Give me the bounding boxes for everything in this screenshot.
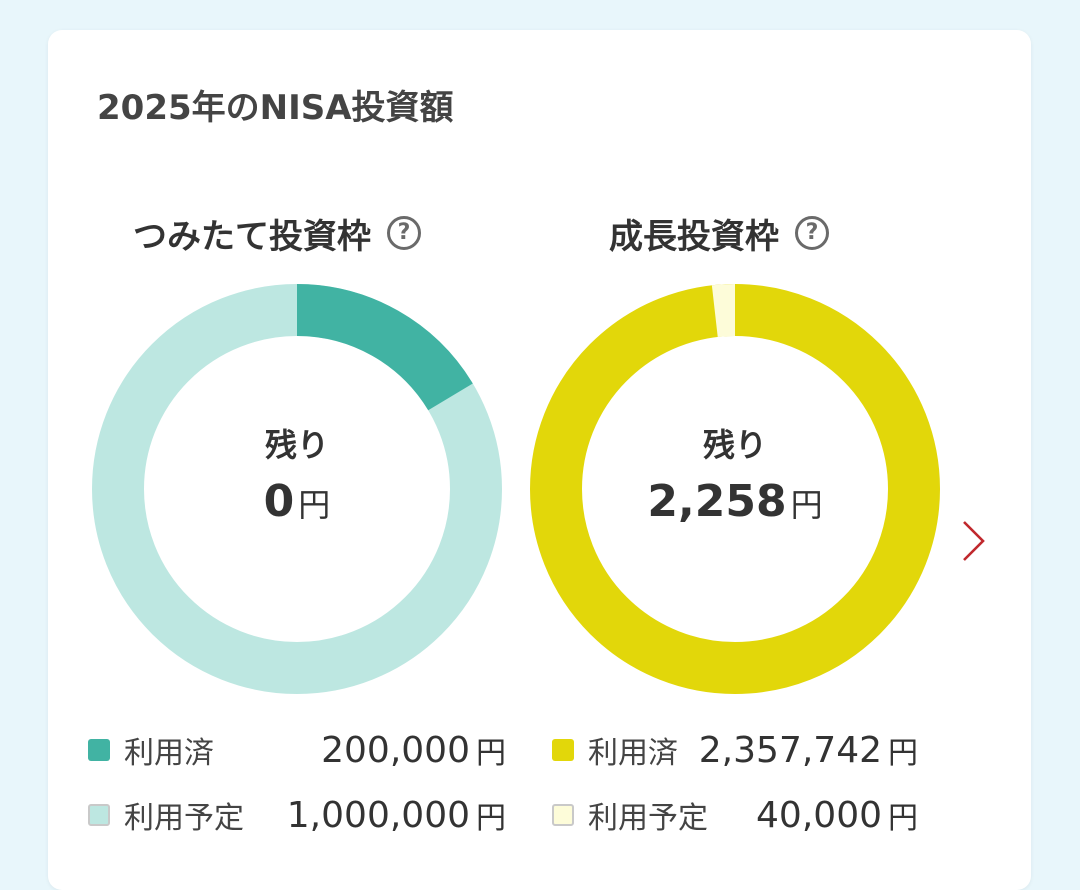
tsumitate-planned-value: 1,000,000 — [286, 794, 470, 836]
tsumitate-donut-chart — [92, 284, 502, 694]
tsumitate-used-arc — [296, 284, 473, 411]
tsumitate-legend-planned: 利用予定 1,000,000 円 — [88, 790, 506, 840]
growth-title: 成長投資枠 — [609, 216, 779, 257]
tsumitate-used-currency: 円 — [476, 736, 506, 771]
tsumitate-planned-currency: 円 — [476, 801, 506, 836]
tsumitate-used-swatch — [88, 739, 110, 761]
tsumitate-used-value: 200,000 — [321, 729, 470, 771]
tsumitate-planned-swatch — [88, 804, 110, 826]
chevron-right-icon[interactable] — [952, 516, 992, 566]
tsumitate-remaining-label: 残り — [264, 426, 329, 464]
growth-legend-used: 利用済 2,357,742 円 — [552, 725, 918, 775]
card-title: 2025年のNISA投資額 — [97, 88, 454, 128]
growth-used-value: 2,357,742 — [698, 729, 882, 771]
growth-legend-planned: 利用予定 40,000 円 — [552, 790, 918, 840]
growth-remaining: 残り 2,258 円 — [605, 420, 865, 527]
growth-used-currency: 円 — [888, 736, 918, 771]
growth-used-swatch — [552, 739, 574, 761]
tsumitate-used-label: 利用済 — [124, 736, 214, 771]
growth-used-label: 利用済 — [588, 736, 678, 771]
growth-remaining-currency: 円 — [790, 486, 823, 524]
growth-header: 成長投資枠 ? — [609, 206, 829, 260]
growth-planned-label: 利用予定 — [588, 801, 708, 836]
growth-remaining-label: 残り — [702, 426, 767, 464]
tsumitate-title: つみたて投資枠 — [133, 216, 371, 257]
growth-planned-arc — [711, 284, 736, 338]
tsumitate-planned-label: 利用予定 — [124, 801, 244, 836]
growth-planned-currency: 円 — [888, 801, 918, 836]
growth-remaining-value: 2,258 — [647, 476, 787, 527]
growth-planned-value: 40,000 — [756, 794, 882, 836]
tsumitate-remaining-value: 0 — [263, 476, 295, 527]
tsumitate-help-icon[interactable]: ? — [387, 216, 421, 250]
growth-donut-chart — [530, 284, 940, 694]
tsumitate-header: つみたて投資枠 ? — [133, 206, 421, 260]
growth-help-icon[interactable]: ? — [795, 216, 829, 250]
tsumitate-remaining-currency: 円 — [298, 486, 331, 524]
growth-planned-swatch — [552, 804, 574, 826]
tsumitate-legend-used: 利用済 200,000 円 — [88, 725, 506, 775]
